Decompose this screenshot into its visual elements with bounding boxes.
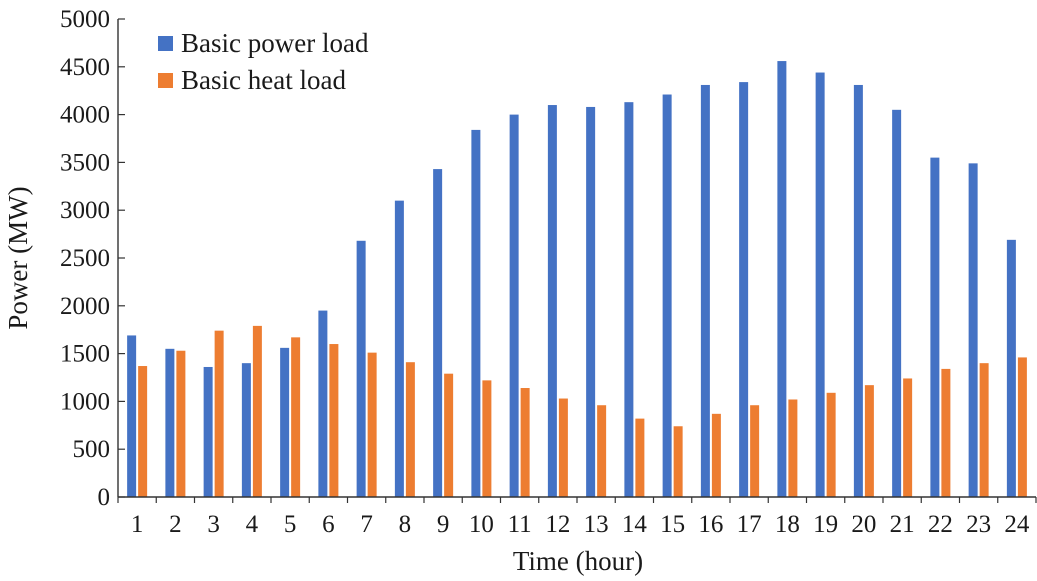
legend: Basic power load Basic heat load [158, 28, 369, 95]
bar-heat-load [903, 378, 913, 497]
bar-power-load [892, 109, 902, 497]
bar-heat-load [291, 337, 301, 497]
bars-group [127, 61, 1027, 498]
x-tick-label: 3 [207, 511, 220, 538]
bar-heat-load [367, 352, 377, 497]
bar-heat-load [979, 363, 989, 497]
y-axis-title: Power (MW) [3, 186, 33, 329]
bar-power-load [815, 72, 825, 497]
bar-heat-load [635, 418, 645, 497]
x-tick-label: 12 [545, 511, 570, 538]
legend-label-heat: Basic heat load [181, 65, 346, 95]
bar-power-load [241, 363, 251, 497]
bar-heat-load [826, 392, 836, 497]
legend-label-power: Basic power load [181, 28, 369, 58]
bar-power-load [624, 102, 634, 498]
bar-power-load [739, 82, 749, 497]
x-tick-label: 24 [1004, 511, 1030, 538]
y-tick-label: 3000 [60, 197, 110, 224]
x-tick-label: 7 [360, 511, 373, 538]
bar-heat-load [405, 362, 415, 497]
bar-heat-load [444, 373, 454, 497]
y-tick-label: 500 [73, 436, 111, 463]
x-tick-label: 4 [246, 511, 259, 538]
x-tick-label: 11 [508, 511, 532, 538]
bar-power-load [127, 335, 137, 497]
bar-heat-load [750, 405, 760, 497]
bar-heat-load [788, 399, 798, 497]
legend-swatch-heat [158, 73, 173, 88]
bar-power-load [547, 105, 557, 497]
x-tick-label: 8 [399, 511, 412, 538]
y-tick-label: 4500 [60, 54, 110, 81]
x-tick-label: 2 [169, 511, 182, 538]
x-tick-label: 15 [660, 511, 685, 538]
bar-power-load [165, 348, 175, 497]
bar-power-load [471, 129, 481, 497]
bar-heat-load [520, 388, 530, 497]
bar-heat-load [214, 330, 224, 497]
bar-heat-load [558, 398, 568, 497]
y-tick-label: 4000 [60, 102, 110, 129]
x-tick-label: 1 [131, 511, 144, 538]
bar-power-load [509, 114, 519, 497]
y-tick-label: 3500 [60, 149, 110, 176]
y-tick-label: 0 [98, 484, 111, 511]
bar-power-load [1006, 239, 1016, 497]
y-tick-label: 5000 [60, 6, 110, 33]
bar-power-load [280, 347, 290, 497]
x-tick-label: 18 [775, 511, 800, 538]
bar-power-load [930, 157, 940, 497]
bar-power-load [356, 240, 366, 498]
x-ticks-group: 1 2 3 4 5 6 7 8 9 10 11 12 13 14 15 16 17 18 19 20 21 22 23 24 [117, 497, 1037, 538]
bar-heat-load [941, 368, 951, 497]
y-ticks-group: 0 500 1000 1500 2000 2500 3000 3500 4000 4500 5000 [60, 6, 125, 511]
bar-power-load [700, 84, 710, 498]
bar-heat-load [864, 385, 874, 497]
legend-swatch-power [158, 36, 173, 51]
x-tick-label: 16 [698, 511, 723, 538]
bar-power-load [662, 94, 672, 498]
bar-heat-load [482, 380, 492, 497]
x-tick-label: 20 [851, 511, 876, 538]
y-tick-label: 2000 [60, 293, 110, 320]
bar-power-load [968, 163, 978, 498]
x-tick-label: 17 [737, 511, 762, 538]
bar-power-load [394, 200, 404, 497]
bar-power-load [586, 106, 596, 497]
x-tick-label: 5 [284, 511, 297, 538]
bar-power-load [777, 61, 787, 498]
bar-heat-load [176, 350, 186, 497]
bar-heat-load [673, 426, 683, 497]
bar-heat-load [138, 366, 148, 497]
bar-heat-load [1017, 357, 1027, 497]
x-tick-label: 19 [813, 511, 838, 538]
x-tick-label: 10 [469, 511, 494, 538]
x-tick-label: 23 [966, 511, 991, 538]
bar-heat-load [711, 413, 721, 497]
x-tick-label: 21 [890, 511, 915, 538]
bar-power-load [853, 84, 863, 498]
x-tick-label: 14 [622, 511, 648, 538]
x-tick-label: 13 [584, 511, 609, 538]
x-tick-label: 9 [437, 511, 450, 538]
y-tick-label: 2500 [60, 245, 110, 272]
bar-power-load [203, 366, 213, 497]
y-tick-label: 1000 [60, 388, 110, 415]
bar-heat-load [252, 325, 262, 497]
x-axis-title: Time (hour) [513, 546, 643, 576]
bar-power-load [433, 169, 443, 497]
bar-heat-load [329, 344, 339, 497]
bar-heat-load [597, 405, 607, 497]
bar-power-load [318, 310, 328, 497]
y-tick-label: 1500 [60, 341, 110, 368]
x-tick-label: 22 [928, 511, 953, 538]
x-tick-label: 6 [322, 511, 335, 538]
